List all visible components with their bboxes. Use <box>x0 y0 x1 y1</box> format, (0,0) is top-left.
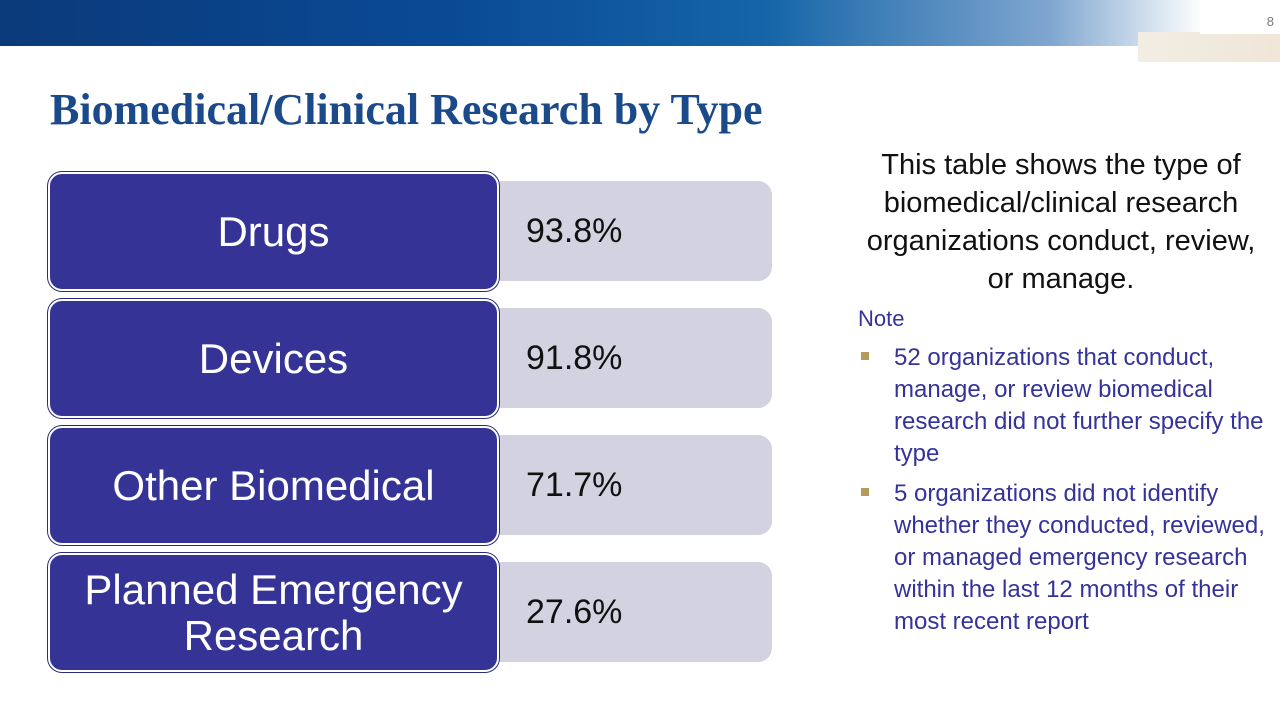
page-number: 8 <box>1266 14 1274 29</box>
table-description: This table shows the type of biomedical/… <box>866 149 1256 295</box>
label-cell: Other Biomedical <box>48 426 499 545</box>
value-cell: 27.6% <box>488 562 772 662</box>
research-type-table: 93.8% Drugs 91.8% Devices 71.7% Other Bi… <box>48 172 772 672</box>
value-cell: 93.8% <box>488 181 772 281</box>
table-row: 71.7% Other Biomedical <box>48 426 772 545</box>
value-text: 71.7% <box>526 465 623 504</box>
list-item: 5 organizations did not identify whether… <box>858 478 1268 638</box>
corner-page-tab <box>1200 0 1280 34</box>
value-text: 27.6% <box>526 592 623 631</box>
square-bullet-icon <box>861 488 869 496</box>
value-text: 93.8% <box>526 211 623 250</box>
label-text: Other Biomedical <box>112 461 435 509</box>
slide-title: Biomedical/Clinical Research by Type <box>50 85 763 134</box>
note-text: 5 organizations did not identify whether… <box>894 480 1265 635</box>
label-text: Planned Emergency Research <box>84 565 463 659</box>
note-text: 52 organizations that conduct, manage, o… <box>894 344 1264 467</box>
value-cell: 91.8% <box>488 308 772 408</box>
notes-list: 52 organizations that conduct, manage, o… <box>858 342 1268 646</box>
table-row: 93.8% Drugs <box>48 172 772 291</box>
label-text: Drugs <box>217 207 330 255</box>
corner-accent <box>1138 32 1280 62</box>
list-item: 52 organizations that conduct, manage, o… <box>858 342 1268 470</box>
table-row: 27.6% Planned Emergency Research <box>48 553 772 672</box>
header-gradient-band <box>0 0 1280 46</box>
label-cell: Planned Emergency Research <box>48 553 499 672</box>
note-heading: Note <box>858 306 905 331</box>
value-text: 91.8% <box>526 338 623 377</box>
label-cell: Devices <box>48 299 499 418</box>
label-text: Devices <box>198 334 349 382</box>
square-bullet-icon <box>861 352 869 360</box>
value-cell: 71.7% <box>488 435 772 535</box>
label-cell: Drugs <box>48 172 499 291</box>
table-row: 91.8% Devices <box>48 299 772 418</box>
